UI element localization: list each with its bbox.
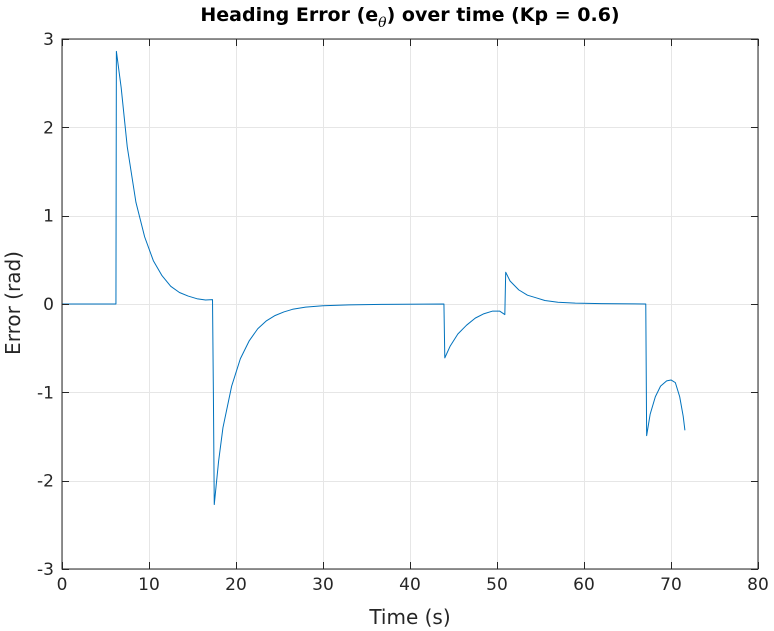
x-tick-label: 10 xyxy=(138,575,160,595)
y-tick-label: -3 xyxy=(37,560,54,580)
y-tick-label: 2 xyxy=(43,118,54,138)
x-tick-labels: 0 10 20 30 40 50 60 70 80 xyxy=(57,575,769,595)
y-tick-label: -2 xyxy=(37,472,54,492)
y-tick-label: 1 xyxy=(43,207,54,227)
x-tick-label: 60 xyxy=(573,575,595,595)
x-tick-label: 20 xyxy=(225,575,247,595)
x-tick-label: 30 xyxy=(312,575,334,595)
x-tick-label: 0 xyxy=(57,575,68,595)
y-tick-label: -1 xyxy=(37,383,54,403)
plot-area: 0 10 20 30 40 50 60 70 80 -3 -2 -1 0 1 2 3 xyxy=(37,30,769,595)
x-tick-label: 70 xyxy=(660,575,682,595)
y-axis-label: Error (rad) xyxy=(1,251,25,355)
x-tick-label: 40 xyxy=(399,575,421,595)
series-layer xyxy=(62,50,686,506)
chart-title-prefix: Heading Error (e xyxy=(200,4,378,26)
tick-marks xyxy=(62,39,759,570)
chart-title: Heading Error (eθ) over time (Kp = 0.6) xyxy=(200,4,619,31)
chart-title-suffix: ) over time (Kp = 0.6) xyxy=(387,4,620,26)
y-tick-label: 3 xyxy=(43,30,54,50)
chart-title-subscript: θ xyxy=(378,15,387,31)
x-tick-label: 50 xyxy=(486,575,508,595)
series-line xyxy=(62,50,686,506)
x-tick-label: 80 xyxy=(747,575,769,595)
x-axis-label: Time (s) xyxy=(368,605,450,629)
y-tick-labels: -3 -2 -1 0 1 2 3 xyxy=(37,30,54,580)
y-tick-label: 0 xyxy=(43,295,54,315)
